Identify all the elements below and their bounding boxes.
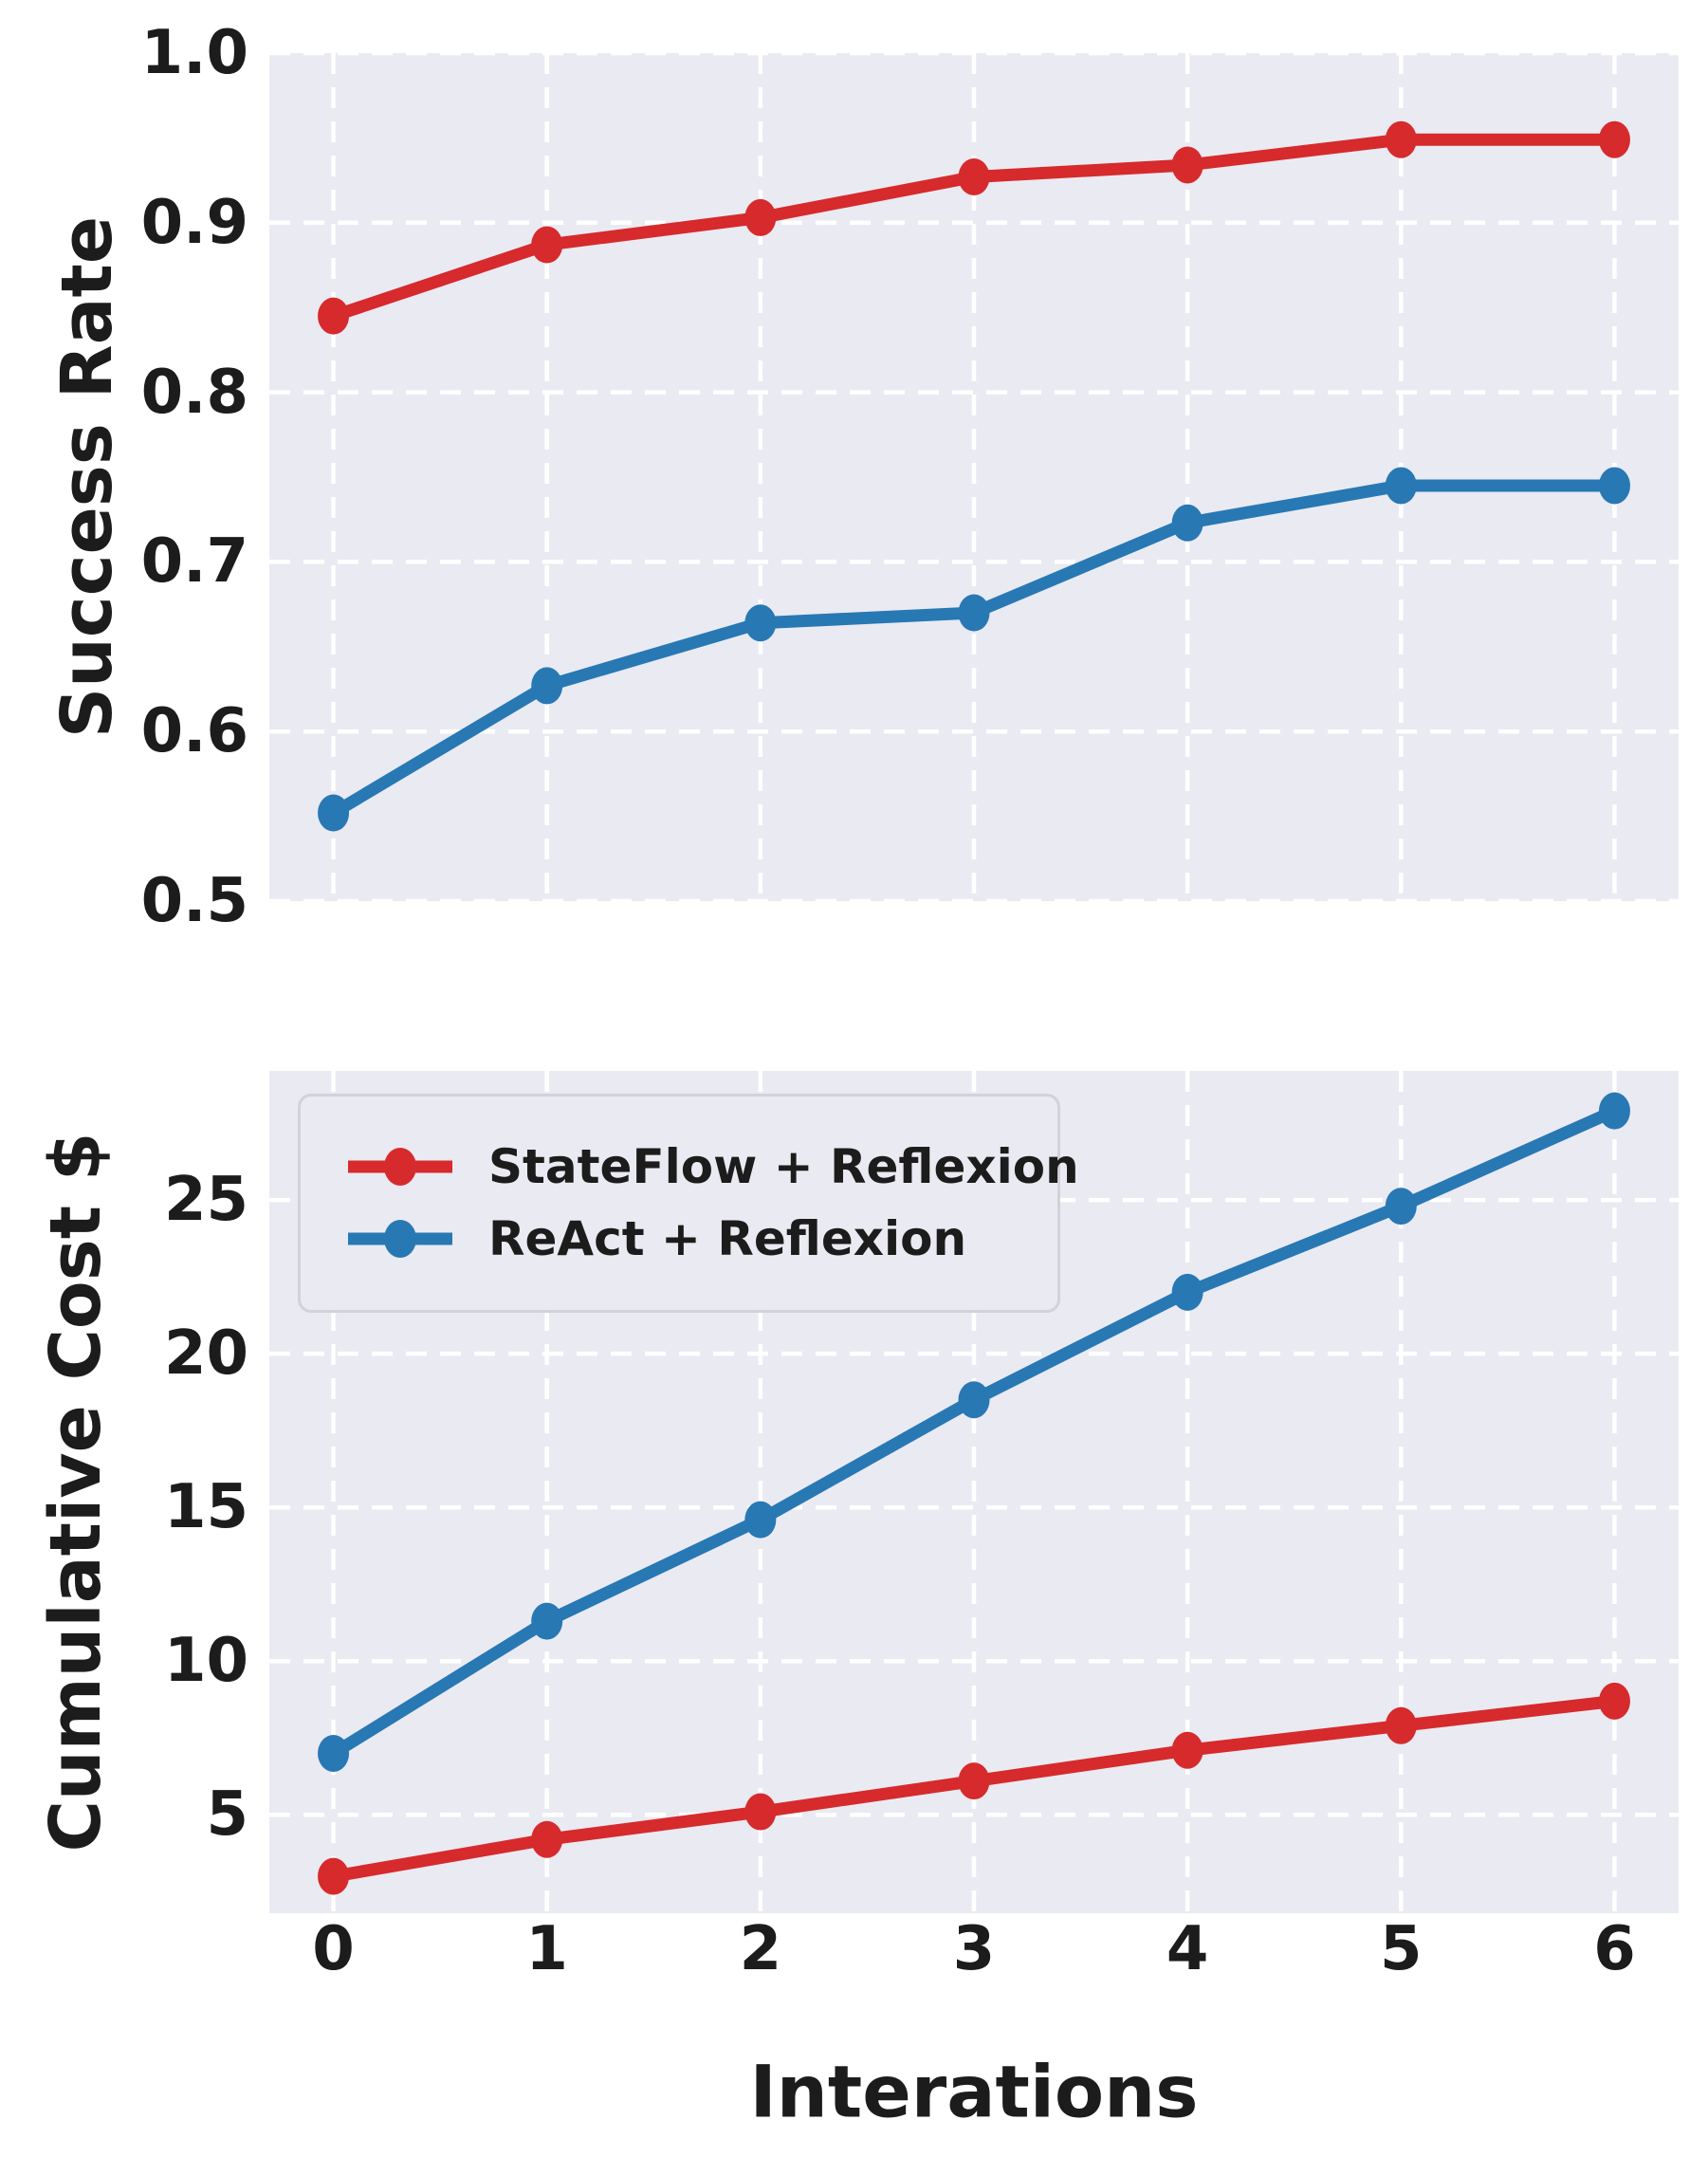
data-point-marker	[1171, 1273, 1203, 1311]
data-point-marker	[1171, 146, 1203, 184]
legend-entry-react: ReAct + Reflexion	[346, 1211, 966, 1266]
data-point-marker	[1598, 1092, 1630, 1130]
y-tick-label: 0.9	[140, 187, 248, 258]
x-tick-label: 6	[1593, 1914, 1636, 1984]
data-point-marker	[1171, 504, 1203, 542]
data-point-marker	[958, 158, 990, 196]
success-rate-chart	[269, 53, 1679, 901]
y-tick-label: 10	[163, 1626, 248, 1697]
stateflow-line-marker-icon	[348, 1148, 452, 1186]
data-point-marker	[744, 198, 777, 236]
x-tick-label: 1	[525, 1914, 568, 1984]
x-axis-label: Interations	[749, 2049, 1199, 2134]
plot-area-svg	[269, 53, 1679, 901]
data-point-marker	[1598, 1682, 1630, 1720]
data-point-marker	[1598, 120, 1630, 158]
y-tick-label: 0.7	[140, 526, 248, 598]
y-tick-label: 0.8	[140, 357, 248, 428]
data-point-marker	[531, 1602, 563, 1640]
x-tick-label: 3	[952, 1914, 996, 1984]
x-tick-label: 2	[739, 1914, 782, 1984]
x-tick-label: 4	[1166, 1914, 1209, 1984]
y-tick-label: 15	[163, 1472, 248, 1543]
y-tick-label: 0.6	[140, 696, 248, 767]
react-line-marker-icon	[348, 1220, 452, 1258]
data-point-marker	[1598, 467, 1630, 505]
data-point-marker	[1171, 1731, 1203, 1769]
y-tick-label: 1.0	[140, 18, 248, 88]
data-point-marker	[531, 226, 563, 264]
data-point-marker	[1385, 1706, 1417, 1744]
data-point-marker	[318, 794, 350, 832]
data-point-marker	[958, 594, 990, 632]
data-point-marker	[1385, 467, 1417, 505]
data-point-marker	[318, 297, 350, 335]
data-point-marker	[1385, 1188, 1417, 1226]
y-tick-label: 5	[206, 1779, 248, 1851]
data-point-marker	[744, 1501, 777, 1539]
data-point-marker	[531, 1820, 563, 1858]
data-point-marker	[958, 1762, 990, 1800]
y-tick-label: 20	[163, 1318, 248, 1390]
y-tick-label: 25	[163, 1165, 248, 1236]
x-tick-label: 5	[1380, 1914, 1423, 1984]
y-tick-label: 0.5	[140, 866, 248, 936]
data-point-marker	[1385, 120, 1417, 158]
legend: StateFlow + Reflexion ReAct + Reflexion	[298, 1094, 1079, 1313]
data-point-marker	[958, 1381, 990, 1419]
legend-label-react: ReAct + Reflexion	[488, 1211, 967, 1266]
data-point-marker	[318, 1734, 350, 1772]
data-point-marker	[744, 1793, 777, 1831]
legend-label-stateflow: StateFlow + Reflexion	[488, 1139, 1079, 1194]
data-point-marker	[531, 667, 563, 705]
x-tick-label: 0	[312, 1914, 355, 1984]
top-chart-ylabel: Success Rate	[46, 215, 128, 739]
data-point-marker	[318, 1857, 350, 1895]
data-point-marker	[744, 604, 777, 642]
legend-entry-stateflow: StateFlow + Reflexion	[346, 1139, 1079, 1194]
